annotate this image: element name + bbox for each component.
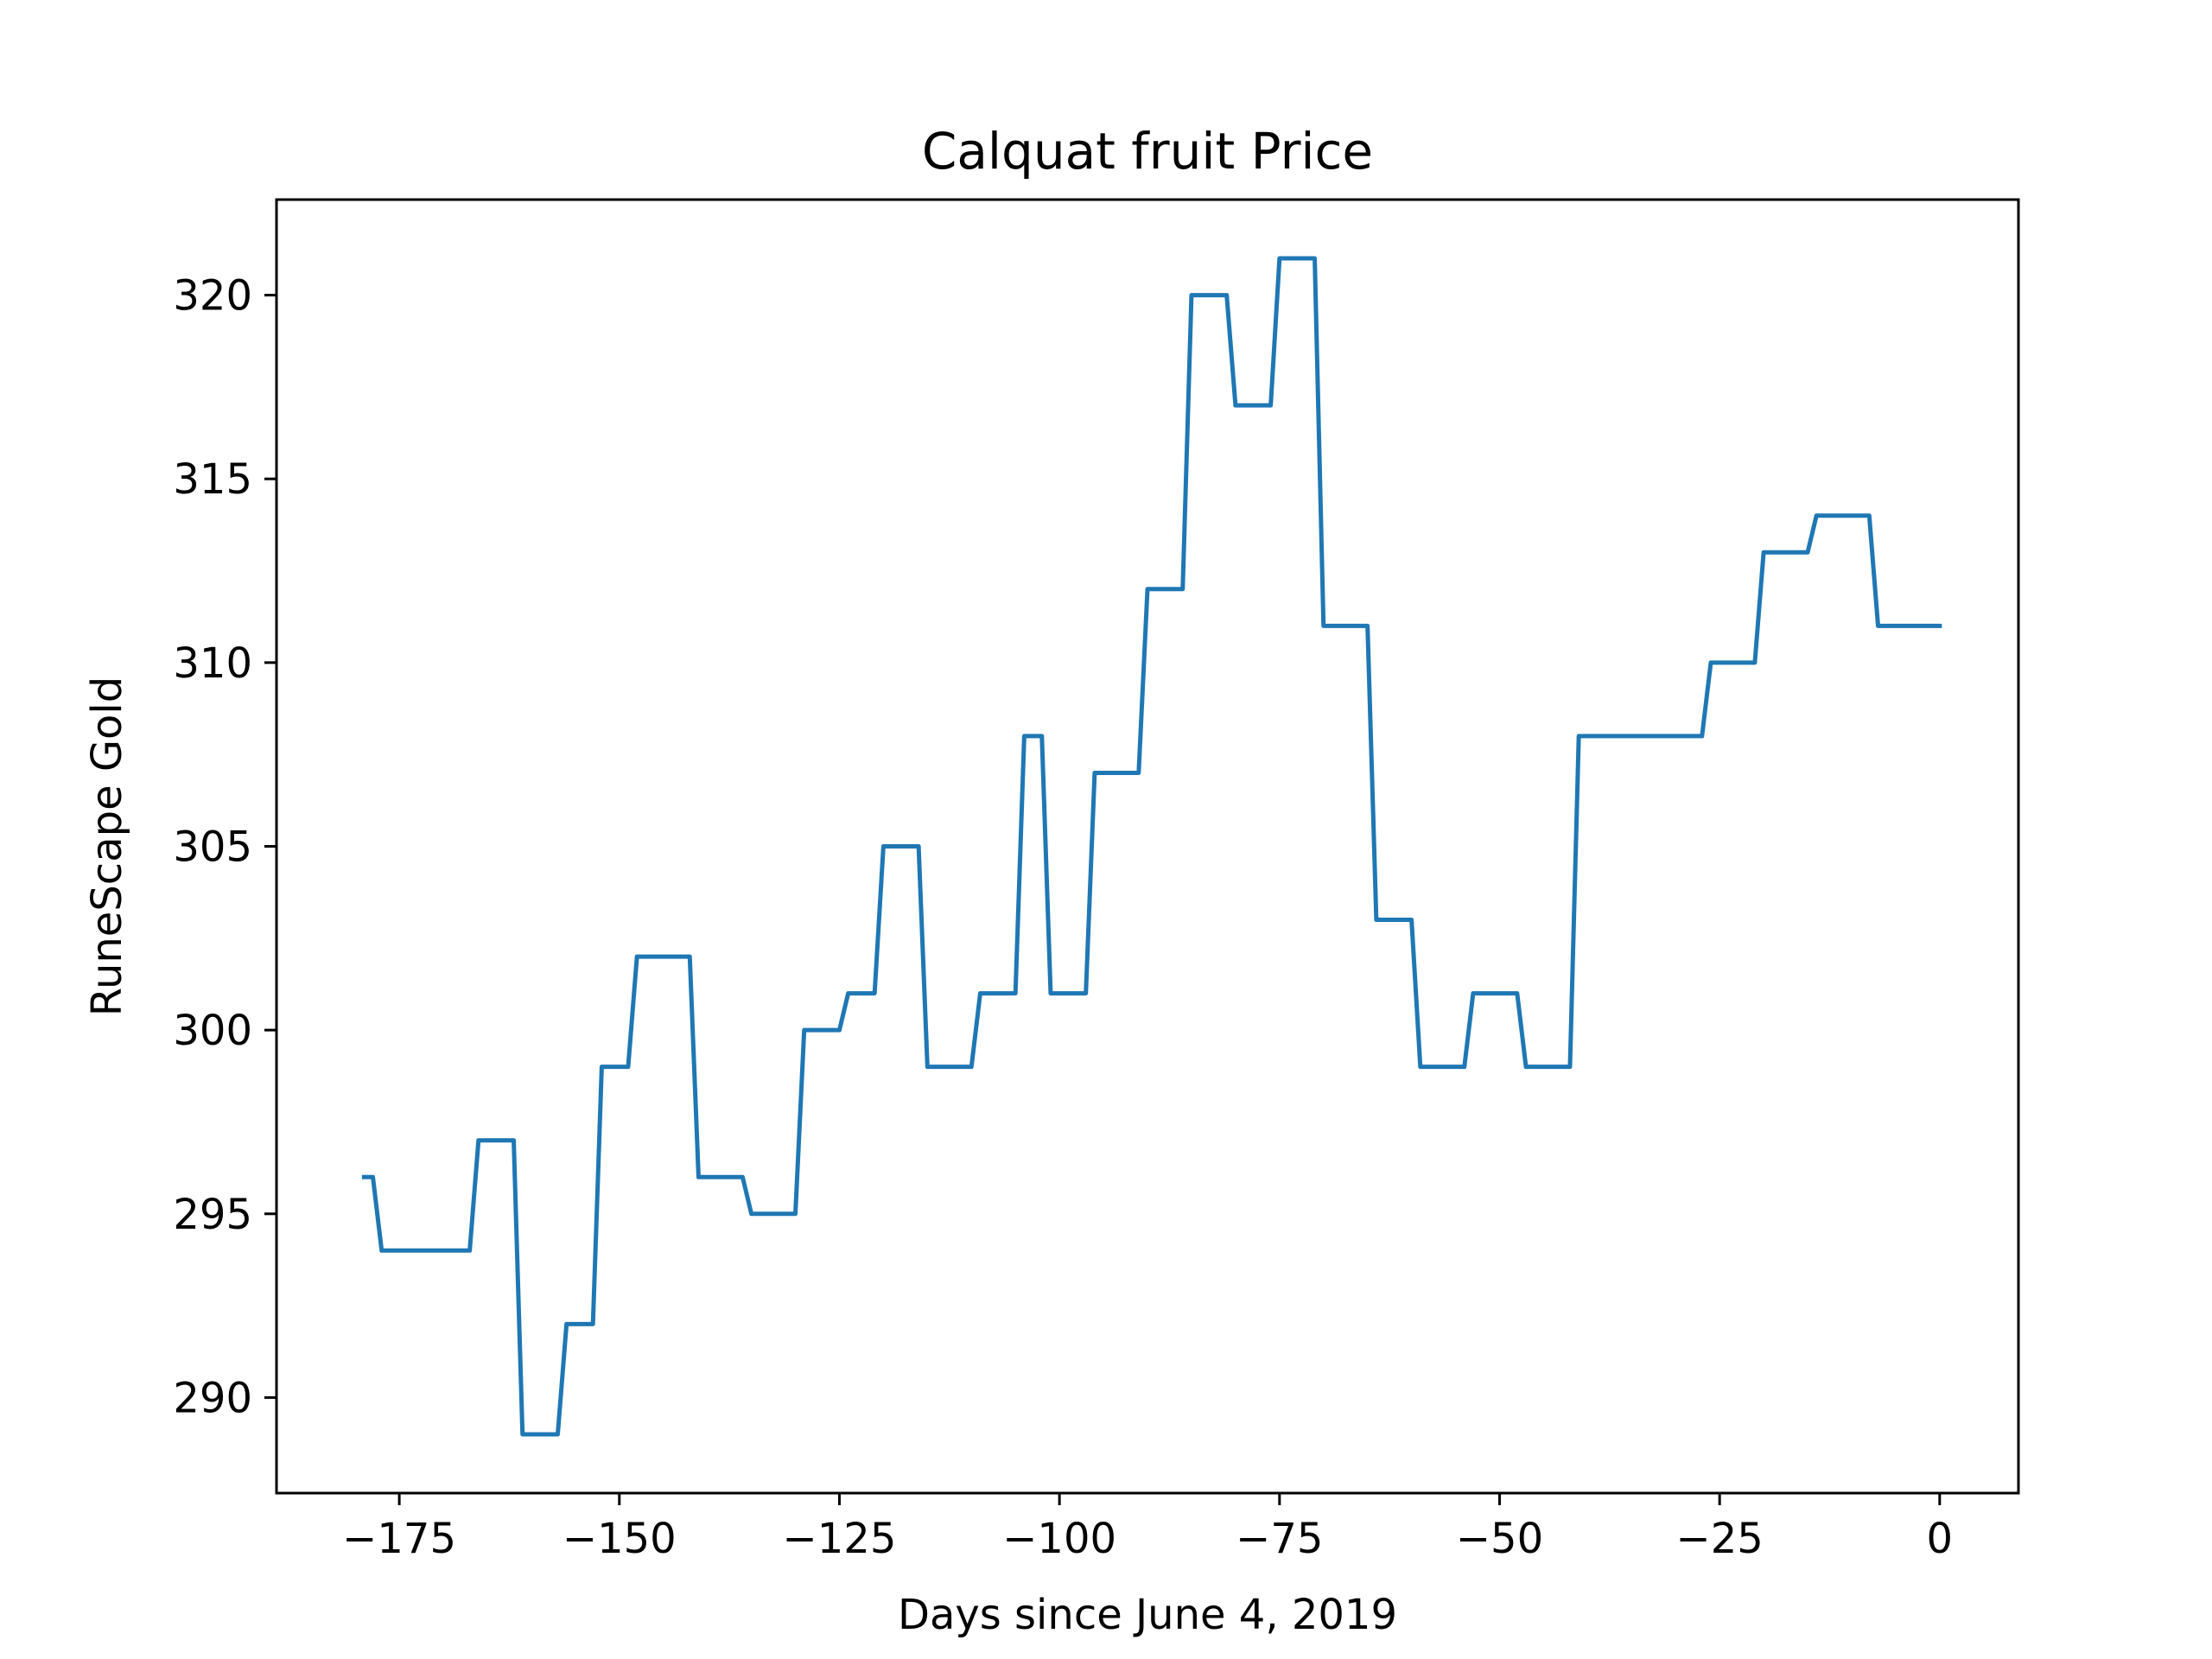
y-tick-label: 320 — [173, 272, 252, 321]
y-axis: 290 295 300 305 310 315 320 — [173, 272, 276, 1422]
y-tick-label: 290 — [173, 1374, 252, 1422]
y-tick-label: 310 — [173, 639, 252, 688]
x-tick-label: 0 — [1927, 1515, 1954, 1563]
x-tick-label: −75 — [1236, 1515, 1323, 1563]
plot-area — [361, 256, 1942, 1437]
x-tick-label: −100 — [1002, 1515, 1116, 1563]
x-tick-label: −25 — [1676, 1515, 1764, 1563]
x-tick-label: −175 — [342, 1515, 456, 1563]
x-tick-label: −125 — [783, 1515, 897, 1563]
x-axis: −175 −150 −125 −100 −75 −50 −25 0 — [342, 1493, 1953, 1563]
price-series-line — [361, 256, 1942, 1437]
x-axis-label: Days since June 4, 2019 — [898, 1591, 1397, 1639]
y-tick-label: 295 — [173, 1191, 252, 1239]
chart-title: Calquat fruit Price — [922, 122, 1373, 181]
y-tick-label: 315 — [173, 455, 252, 504]
x-tick-label: −50 — [1456, 1515, 1543, 1563]
y-tick-label: 305 — [173, 823, 252, 872]
y-axis-label: RuneScape Gold — [83, 677, 131, 1016]
y-tick-label: 300 — [173, 1007, 252, 1055]
x-tick-label: −150 — [563, 1515, 677, 1563]
